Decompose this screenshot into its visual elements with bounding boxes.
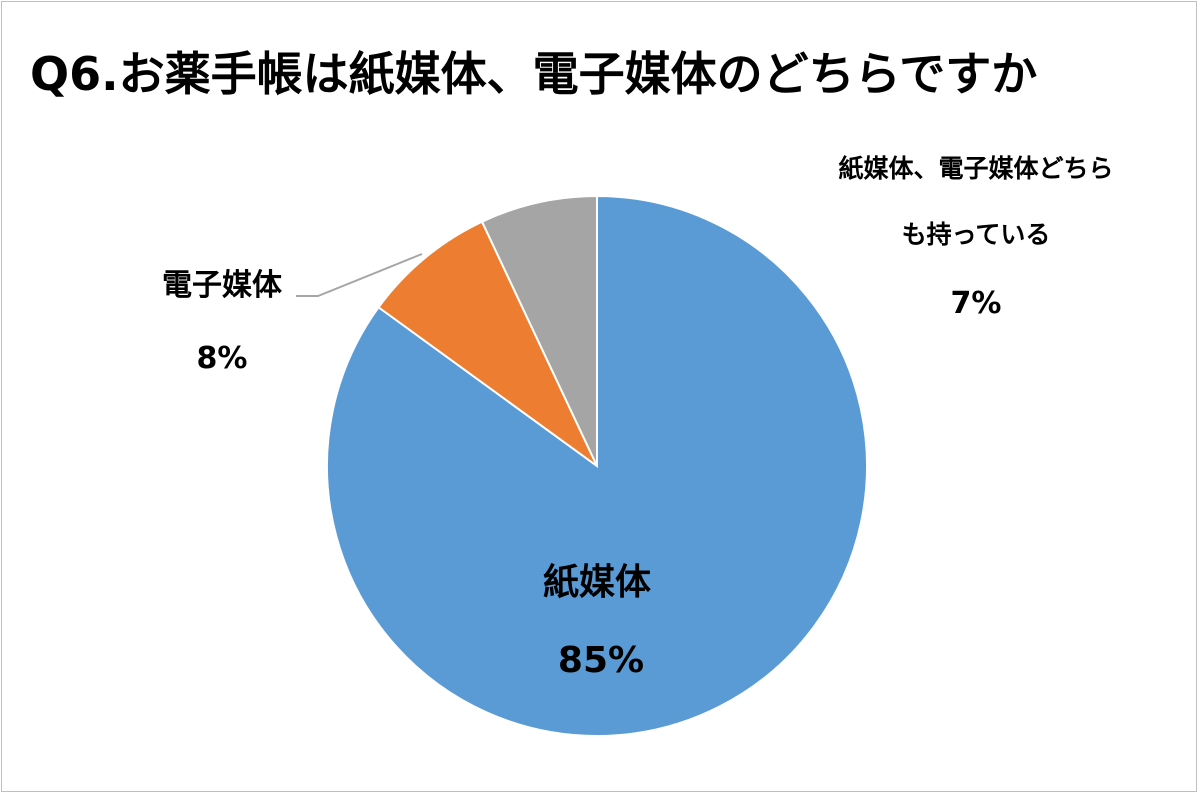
label-paper-name: 紙媒体 <box>543 562 651 603</box>
label-electronic-percent: 8% <box>197 341 248 376</box>
label-electronic-name: 電子媒体 <box>162 268 283 303</box>
label-both-name-line2: も持っている <box>902 220 1051 249</box>
leader-line-electronic <box>296 253 423 297</box>
pie-slices <box>326 194 868 737</box>
slice-electronic <box>377 220 598 467</box>
chart-title: Q6.お薬手帳は紙媒体、電子媒体のどちらですか <box>30 47 1038 101</box>
label-paper-percent: 85% <box>558 640 644 681</box>
label-both-name-line1: 紙媒体、電子媒体どちら <box>838 154 1113 183</box>
label-both-percent: 7% <box>951 286 1002 321</box>
slice-both <box>480 194 598 467</box>
